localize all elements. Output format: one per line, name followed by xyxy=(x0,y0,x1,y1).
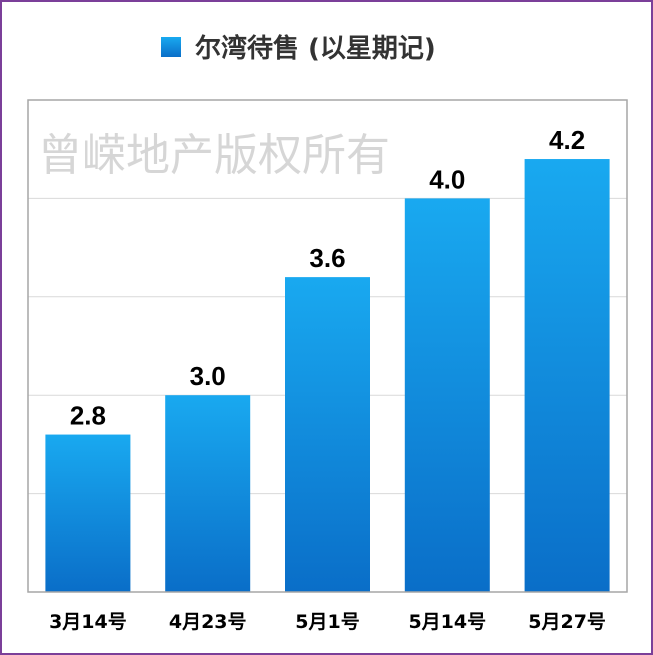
plot-area: 曾嵘地产版权所有 2.8 3.0 3.6 4.0 4.2 xyxy=(27,99,628,593)
x-tick-label: 5月27号 xyxy=(528,611,606,633)
x-axis-tick-labels: 3月14号 4月23号 5月1号 5月14号 5月27号 xyxy=(49,611,606,633)
data-label: 4.2 xyxy=(549,125,585,155)
legend-swatch xyxy=(161,37,181,57)
data-label: 2.8 xyxy=(70,401,106,431)
x-tick-label: 3月14号 xyxy=(49,611,127,633)
x-tick-label: 5月14号 xyxy=(408,611,486,633)
bars xyxy=(45,159,610,593)
x-tick-label: 4月23号 xyxy=(169,611,247,633)
legend: 尔湾待售 (以星期记) xyxy=(161,33,436,64)
bar xyxy=(524,159,610,593)
data-label: 3.6 xyxy=(309,243,345,273)
watermark: 曾嵘地产版权所有 xyxy=(38,130,390,181)
bar xyxy=(45,434,131,592)
data-label: 4.0 xyxy=(429,164,465,194)
legend-label: 尔湾待售 (以星期记) xyxy=(195,33,436,64)
plot-border xyxy=(27,99,628,593)
x-tick-label: 5月1号 xyxy=(295,611,359,633)
value-labels: 2.8 3.0 3.6 4.0 4.2 xyxy=(70,125,585,431)
bar xyxy=(165,395,251,592)
bar xyxy=(404,198,490,592)
data-label: 3.0 xyxy=(190,361,226,391)
bar xyxy=(285,277,370,592)
